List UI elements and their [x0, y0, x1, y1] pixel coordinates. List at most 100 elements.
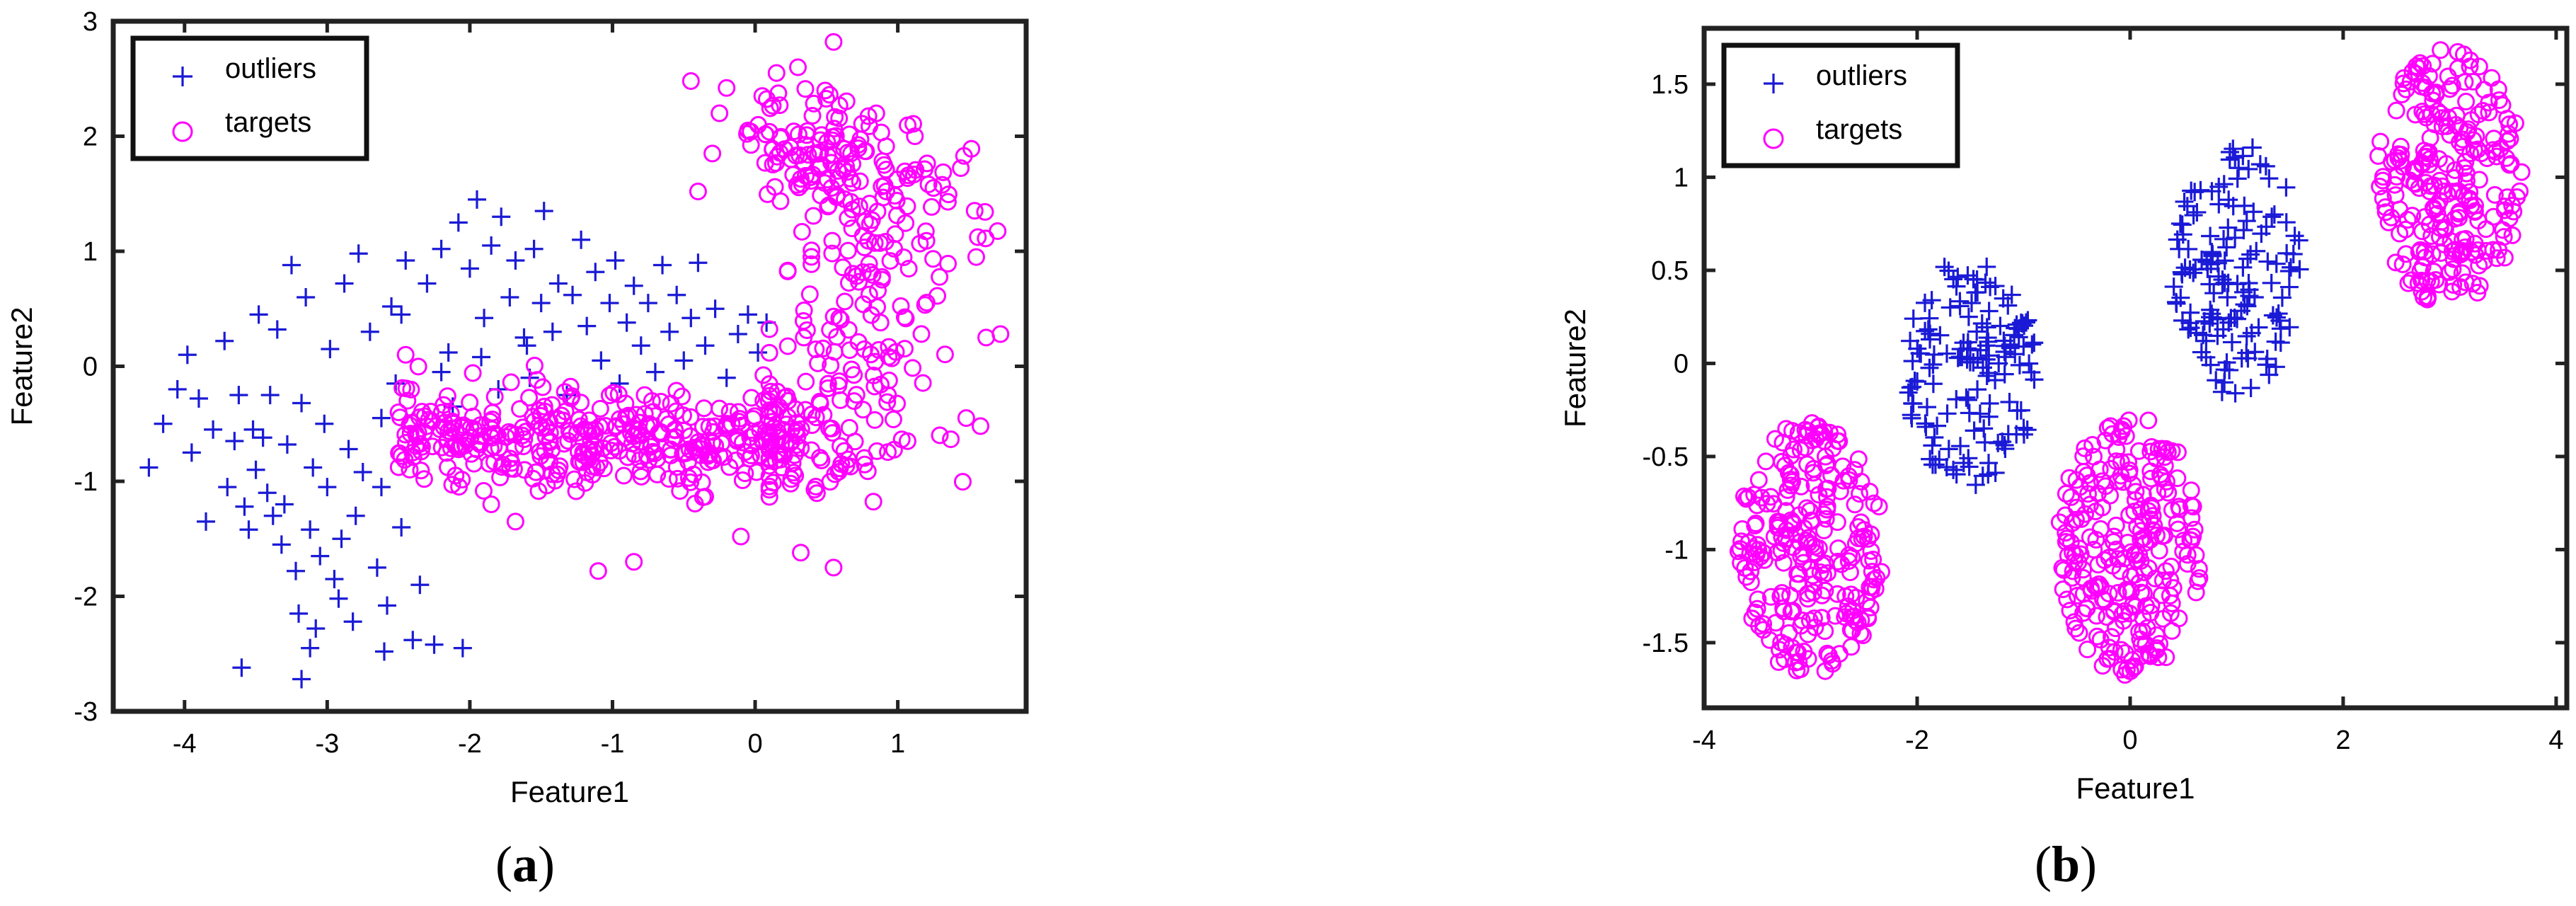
target-point	[781, 434, 799, 452]
target-point	[2074, 447, 2093, 466]
outlier-point	[2208, 310, 2227, 329]
target-point	[2157, 472, 2175, 491]
target-point	[823, 231, 841, 250]
target-point	[895, 340, 914, 358]
target-point	[1805, 544, 1824, 562]
outlier-point	[2007, 315, 2026, 334]
target-point	[2488, 147, 2506, 166]
outlier-point	[301, 638, 320, 658]
target-point	[2185, 520, 2204, 539]
outlier-point	[1979, 302, 1999, 321]
target-point	[760, 481, 778, 499]
target-point	[1765, 527, 1783, 546]
target-point	[1750, 617, 1769, 635]
outlier-point	[1979, 346, 1999, 365]
outlier-point	[197, 512, 216, 531]
target-point	[2457, 164, 2476, 183]
outlier-point	[1977, 257, 1996, 276]
target-point	[415, 470, 433, 488]
outlier-point	[321, 340, 340, 359]
target-point	[1851, 485, 1869, 503]
y-axis-label: Feature2	[1558, 309, 1592, 428]
target-point	[2395, 69, 2413, 87]
target-point	[839, 274, 858, 292]
target-point	[2125, 503, 2144, 521]
x-tick-label: -1	[601, 729, 625, 759]
target-point	[801, 168, 820, 186]
target-point	[841, 169, 859, 188]
outlier-point	[372, 478, 391, 497]
target-point	[389, 458, 408, 476]
target-point	[786, 466, 805, 485]
target-point	[2081, 495, 2099, 514]
target-point	[803, 405, 821, 423]
outlier-point	[1999, 425, 2018, 444]
target-point	[2461, 51, 2480, 69]
legend-marker-outliers	[173, 67, 192, 86]
target-point	[904, 115, 922, 133]
target-point	[2393, 86, 2411, 104]
x-tick-label: 4	[2548, 726, 2563, 755]
outlier-point	[2241, 245, 2260, 264]
target-point	[464, 407, 482, 425]
outlier-point	[460, 259, 479, 278]
target-point	[888, 170, 907, 188]
target-point	[760, 401, 778, 420]
outlier-point	[645, 362, 665, 382]
target-point	[409, 423, 427, 442]
outlier-point	[1999, 296, 2018, 315]
outlier-point	[1950, 292, 1970, 311]
target-point	[717, 419, 735, 437]
outlier-point	[2233, 147, 2253, 166]
target-point	[711, 447, 729, 465]
outlier-point	[2226, 384, 2245, 403]
target-point	[2070, 624, 2088, 642]
target-point	[828, 328, 846, 346]
outlier-point	[2233, 282, 2253, 302]
x-axis-label: Feature1	[510, 775, 629, 808]
target-point	[851, 130, 870, 149]
target-point	[680, 440, 698, 459]
target-point	[779, 391, 798, 410]
target-point	[529, 482, 548, 500]
outlier-point	[548, 274, 568, 293]
target-point	[2485, 185, 2504, 204]
target-point	[482, 495, 500, 513]
target-point	[625, 553, 643, 571]
target-point	[591, 399, 609, 418]
outlier-point	[2023, 335, 2042, 354]
outlier-point	[1978, 328, 1997, 348]
outlier-point	[2245, 287, 2264, 306]
target-point	[887, 191, 906, 210]
target-point	[2137, 635, 2155, 653]
outlier-point	[1960, 352, 1979, 372]
outlier-point	[332, 529, 351, 549]
target-point	[420, 411, 438, 429]
target-point	[2190, 560, 2208, 578]
outlier-point	[749, 343, 768, 362]
outlier-point	[2180, 260, 2200, 279]
target-point	[580, 449, 598, 468]
target-point	[812, 186, 830, 205]
target-point	[1749, 471, 1768, 489]
target-point	[770, 398, 788, 416]
target-point	[1829, 425, 1847, 444]
outlier-point	[403, 631, 422, 650]
target-point	[2457, 93, 2476, 111]
target-point	[2480, 103, 2498, 122]
target-point	[2430, 275, 2449, 294]
target-point	[2149, 648, 2168, 667]
target-point	[432, 438, 451, 457]
outlier-point	[1995, 365, 2014, 384]
target-point	[807, 484, 826, 503]
outlier-point	[2267, 254, 2286, 273]
target-point	[827, 127, 845, 145]
target-point	[2162, 557, 2180, 575]
outlier-point	[353, 463, 372, 481]
outlier-point	[514, 328, 534, 347]
outlier-point	[1938, 344, 1957, 363]
target-point	[732, 527, 750, 546]
target-point	[1786, 653, 1805, 672]
outlier-point	[1991, 316, 2010, 336]
